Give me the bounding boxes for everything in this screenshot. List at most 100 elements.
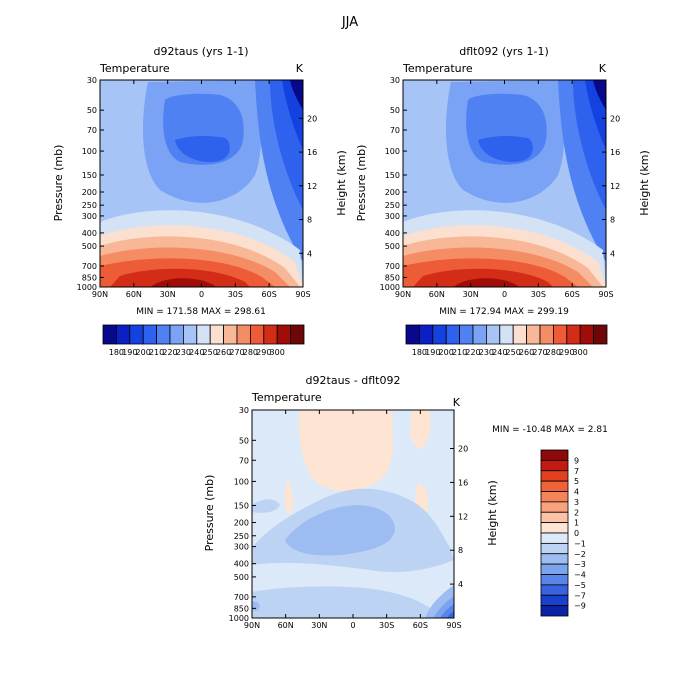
pressure-tick-label: 250	[234, 532, 249, 541]
colorbar-swatch	[579, 324, 595, 345]
colorbar-label: −3	[574, 560, 586, 569]
x-tick-label: 90N	[92, 290, 108, 299]
colorbar-swatch	[540, 563, 569, 575]
colorbar-swatch	[263, 324, 278, 345]
panel-right: dflt092 (yrs 1-1) Temperature K 90N 60N 30…	[355, 45, 651, 357]
pressure-tick-label: 50	[390, 106, 400, 115]
panel-right-contours	[403, 80, 606, 287]
x-tick-label: 60S	[565, 290, 580, 299]
x-tick-label: 0	[199, 290, 204, 299]
pressure-tick-label: 50	[87, 106, 97, 115]
panel-right-title: dflt092 (yrs 1-1)	[459, 45, 549, 58]
panel-left-ylabel-right: Height (km)	[335, 150, 348, 216]
colorbar-label: 210	[452, 348, 467, 357]
colorbar-label: 220	[465, 348, 480, 357]
colorbar-swatch	[540, 605, 569, 617]
colorbar-swatch	[593, 324, 608, 345]
pressure-tick-label: 300	[234, 543, 249, 552]
x-tick-label: 0	[350, 621, 355, 630]
x-tick-label: 60N	[429, 290, 445, 299]
colorbar-label: 4	[574, 488, 579, 497]
colorbar-label: 300	[573, 348, 588, 357]
x-tick-label: 60S	[262, 290, 277, 299]
colorbar-label: 230	[479, 348, 494, 357]
colorbar-swatch	[249, 324, 265, 345]
pressure-tick-label: 1000	[77, 283, 97, 292]
height-tick-label: 8	[307, 216, 312, 225]
colorbar-swatch	[540, 532, 569, 544]
panel-left-ylabel: Pressure (mb)	[52, 145, 65, 222]
colorbar-swatch	[540, 553, 569, 565]
panel-left-title: d92taus (yrs 1-1)	[153, 45, 248, 58]
colorbar-label: −9	[574, 602, 586, 611]
pressure-tick-label: 850	[82, 273, 97, 282]
panel-right-stats: MIN = 172.94 MAX = 299.19	[439, 307, 569, 317]
x-tick-label: 30N	[463, 290, 479, 299]
x-tick-label: 0	[502, 290, 507, 299]
colorbar-swatch	[142, 324, 157, 345]
colorbar-label: 260	[519, 348, 534, 357]
x-tick-label: 90S	[295, 290, 310, 299]
colorbar-swatch	[540, 574, 569, 586]
pressure-tick-label: 150	[385, 171, 400, 180]
pressure-tick-label: 500	[385, 242, 400, 251]
height-tick-label: 4	[610, 249, 615, 258]
colorbar-label: 7	[574, 467, 579, 476]
colorbar-label: 2	[574, 508, 579, 517]
pressure-tick-label: 70	[390, 126, 400, 135]
panel-diff-units: K	[453, 396, 461, 409]
colorbar-label: 250	[203, 348, 218, 357]
colorbar-swatch	[236, 324, 251, 345]
colorbar-swatch	[540, 491, 569, 503]
panel-difference: d92taus - dflt092 Temperature K 90N 60N 30…	[203, 374, 608, 630]
x-tick-label: 90S	[446, 621, 461, 630]
x-tick-label: 60N	[278, 621, 294, 630]
colorbar-swatch	[540, 480, 569, 492]
colorbar-label: 230	[176, 348, 191, 357]
page-title: JJA	[341, 15, 358, 30]
colorbar-swatch	[540, 459, 569, 472]
colorbar-label: −7	[574, 591, 586, 600]
colorbar-swatch	[540, 594, 569, 607]
colorbar-label: 290	[256, 348, 271, 357]
panel-diff-colorbar: 9 75 432 10−1 −2−3 −4−5−7 −9	[540, 449, 586, 617]
colorbar-swatch	[223, 324, 238, 345]
pressure-tick-label: 500	[82, 242, 97, 251]
pressure-tick-label: 700	[82, 262, 97, 271]
colorbar-label: 200	[439, 348, 454, 357]
colorbar-label: 280	[546, 348, 561, 357]
colorbar-label: −5	[574, 581, 586, 590]
colorbar-swatch	[290, 324, 305, 345]
pressure-tick-label: 250	[385, 201, 400, 210]
panel-left: d92taus (yrs 1-1) Temperature K 90N 60N 30…	[52, 45, 348, 357]
pressure-tick-label: 700	[234, 593, 249, 602]
colorbar-label: 0	[574, 529, 579, 538]
pressure-tick-label: 30	[87, 76, 97, 85]
height-tick-label: 20	[307, 114, 317, 123]
colorbar-label: 190	[122, 348, 137, 357]
panel-right-variable: Temperature	[402, 62, 473, 75]
colorbar-label: 240	[189, 348, 204, 357]
pressure-tick-label: 30	[390, 76, 400, 85]
colorbar-swatch	[512, 324, 528, 345]
colorbar-swatch	[405, 324, 420, 345]
height-tick-label: 12	[458, 512, 468, 521]
colorbar-label: −1	[574, 539, 586, 548]
x-tick-label: 60N	[126, 290, 142, 299]
panel-diff-contours	[252, 410, 454, 618]
pressure-tick-label: 100	[234, 477, 249, 486]
height-tick-label: 8	[610, 216, 615, 225]
panel-diff-ylabel-right: Height (km)	[486, 480, 499, 546]
pressure-tick-label: 700	[385, 262, 400, 271]
x-tick-label: 90N	[244, 621, 260, 630]
colorbar-swatch	[485, 324, 501, 345]
pressure-tick-label: 200	[385, 188, 400, 197]
height-tick-label: 16	[458, 478, 468, 487]
x-tick-label: 90N	[395, 290, 411, 299]
pressure-tick-label: 1000	[380, 283, 400, 292]
panel-left-stats: MIN = 171.58 MAX = 298.61	[136, 307, 266, 317]
panel-left-units: K	[296, 62, 304, 75]
